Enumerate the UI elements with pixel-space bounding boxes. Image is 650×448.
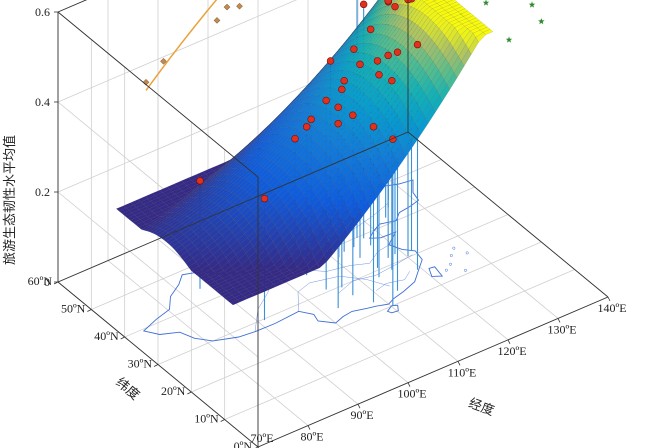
z-tick-label: 0: [44, 275, 50, 289]
y-tick-mark: [220, 419, 225, 422]
y-axis-label: 纬度: [112, 374, 142, 403]
y-tick-mark: [153, 364, 159, 367]
grid-line: [157, 214, 509, 365]
x-tick-mark: [607, 296, 611, 302]
data-point: [384, 51, 392, 60]
lat-projection-marker: [505, 36, 513, 43]
data-point: [340, 77, 348, 85]
x-tick-label: 140ºE: [597, 301, 626, 315]
data-point: [413, 40, 422, 49]
x-tick-mark: [557, 318, 561, 323]
lon-projection-curve: [145, 0, 218, 91]
data-point: [373, 57, 382, 65]
y-tick-mark: [187, 391, 192, 395]
y-tick-mark: [120, 336, 125, 340]
z-axis-label: 旅游生态韧性水平均值: [2, 135, 18, 265]
y-tick-label: 0ºN: [234, 439, 253, 448]
surface-patch: [230, 299, 241, 306]
lon-projection-marker: [213, 17, 221, 24]
island: [444, 268, 448, 272]
x-tick-label: 110ºE: [448, 365, 477, 379]
x-tick-label: 70ºE: [250, 431, 273, 445]
grid-line: [191, 241, 542, 393]
x-tick-mark: [357, 403, 361, 409]
data-point: [366, 25, 375, 34]
island: [449, 262, 452, 266]
data-point: [326, 57, 335, 65]
surface-patch: [432, 0, 437, 2]
data-point: [334, 103, 342, 112]
z-tick-label: 0.4: [35, 95, 50, 109]
data-point: [384, 0, 392, 5]
data-point: [260, 194, 269, 203]
data-point: [291, 135, 299, 143]
data-point: [302, 123, 311, 131]
lon-projection-marker: [160, 57, 167, 65]
island: [452, 246, 456, 250]
data-point: [393, 48, 402, 56]
data-point: [369, 123, 378, 131]
island: [464, 268, 467, 272]
data-point: [349, 111, 357, 119]
x-axis-label: 经度: [466, 395, 496, 419]
x-tick-label: 120ºE: [497, 344, 526, 358]
y-tick-label: 40ºN: [94, 329, 119, 343]
x-tick-mark: [507, 339, 511, 345]
data-point: [196, 177, 204, 185]
y-tick-label: 30ºN: [128, 357, 153, 371]
map-outline-taiwan: [428, 266, 444, 277]
tick-labels: 70ºE 80ºE 90ºE 100ºE 110ºE 120ºE 130ºE 140ºE 0ºN…: [28, 5, 627, 448]
x-tick-mark: [407, 382, 411, 387]
y-tick-label: 10ºN: [194, 412, 219, 426]
lon-projection-marker: [223, 3, 231, 11]
province-boundary: [376, 271, 410, 291]
data-point: [350, 45, 358, 53]
province-boundary: [337, 254, 413, 294]
province-boundary: [297, 275, 390, 312]
x-tick-label: 100ºE: [397, 387, 426, 401]
x-tick-label: 90ºE: [350, 408, 373, 422]
lat-projection-marker: [528, 1, 536, 8]
box-edge: [257, 296, 609, 448]
z-tick-label: 0.2: [35, 185, 50, 199]
data-point: [375, 71, 383, 79]
data-point: [391, 2, 399, 11]
y-tick-label: 60ºN: [28, 274, 53, 288]
x-tick-label: 80ºE: [300, 430, 323, 444]
data-point: [307, 115, 315, 124]
data-point: [388, 77, 396, 85]
box-edge: [57, 131, 409, 283]
map-outline-hainan: [386, 304, 399, 314]
z-tick-label: 0.6: [35, 5, 50, 19]
x-tick-mark: [307, 425, 311, 430]
data-point: [356, 60, 364, 69]
y-tick-mark: [255, 446, 259, 448]
y-tick-label: 20ºN: [161, 384, 186, 398]
island: [465, 251, 469, 255]
grid-line: [224, 269, 575, 420]
y-tick-mark: [87, 309, 92, 312]
lat-projection-marker: [538, 18, 545, 25]
data-point: [334, 119, 342, 128]
data-point: [338, 85, 346, 94]
x-tick-label: 130ºE: [547, 322, 576, 336]
data-points: [196, 0, 422, 203]
island: [449, 254, 453, 257]
box-edge: [407, 131, 609, 298]
x-tick-mark: [457, 361, 461, 366]
box-edge: [57, 11, 259, 178]
data-point: [359, 0, 368, 9]
y-tick-label: 50ºN: [61, 302, 86, 316]
box-edge: [57, 0, 88, 13]
data-point: [322, 96, 330, 105]
lat-projection-marker: [482, 0, 490, 6]
lon-projection-marker: [236, 2, 243, 10]
trend-surface: [116, 0, 494, 306]
